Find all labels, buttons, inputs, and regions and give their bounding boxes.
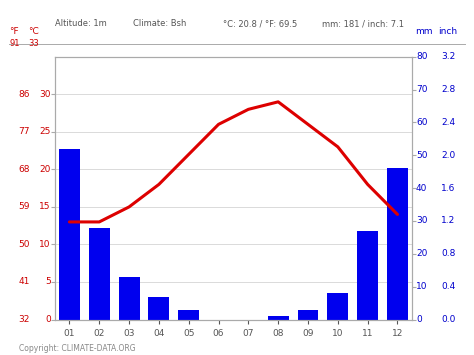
- Bar: [118, 277, 139, 320]
- Text: mm: 181 / inch: 7.1: mm: 181 / inch: 7.1: [322, 20, 404, 28]
- Text: °F: °F: [9, 27, 19, 36]
- Bar: [178, 310, 199, 320]
- Bar: [387, 168, 408, 320]
- Text: 30: 30: [416, 217, 428, 225]
- Bar: [357, 231, 378, 320]
- Text: 30: 30: [39, 90, 51, 99]
- Text: 50: 50: [416, 151, 428, 160]
- Text: 70: 70: [416, 85, 428, 94]
- Text: 2.0: 2.0: [441, 151, 455, 160]
- Text: 3.2: 3.2: [441, 52, 455, 61]
- Text: 20: 20: [39, 165, 51, 174]
- Text: mm: mm: [415, 27, 432, 36]
- Text: °C: °C: [28, 27, 39, 36]
- Text: 33: 33: [28, 39, 39, 48]
- Text: 20: 20: [416, 249, 428, 258]
- Text: 91: 91: [9, 39, 20, 48]
- Text: 32: 32: [18, 315, 29, 324]
- Text: 60: 60: [416, 118, 428, 127]
- Text: 15: 15: [39, 202, 51, 212]
- Text: 77: 77: [18, 127, 29, 136]
- Text: 0: 0: [416, 315, 422, 324]
- Text: 0.4: 0.4: [441, 282, 455, 291]
- Text: inch: inch: [438, 27, 457, 36]
- Text: 50: 50: [18, 240, 29, 249]
- Text: 68: 68: [18, 165, 29, 174]
- Text: 5: 5: [45, 278, 51, 286]
- Text: 59: 59: [18, 202, 29, 212]
- Text: Climate: Bsh: Climate: Bsh: [133, 20, 186, 28]
- Bar: [59, 149, 80, 320]
- Text: °C: 20.8 / °F: 69.5: °C: 20.8 / °F: 69.5: [223, 20, 297, 28]
- Text: 0: 0: [45, 315, 51, 324]
- Bar: [298, 310, 319, 320]
- Text: 0.0: 0.0: [441, 315, 456, 324]
- Text: 0.8: 0.8: [441, 249, 456, 258]
- Text: 2.4: 2.4: [441, 118, 455, 127]
- Text: 1.2: 1.2: [441, 217, 455, 225]
- Text: 41: 41: [18, 278, 29, 286]
- Text: 1.6: 1.6: [441, 184, 456, 193]
- Text: Altitude: 1m: Altitude: 1m: [55, 20, 106, 28]
- Text: 80: 80: [416, 52, 428, 61]
- Text: 10: 10: [416, 282, 428, 291]
- Bar: [89, 228, 109, 320]
- Text: 86: 86: [18, 90, 29, 99]
- Text: Copyright: CLIMATE-DATA.ORG: Copyright: CLIMATE-DATA.ORG: [19, 344, 136, 354]
- Bar: [328, 293, 348, 320]
- Bar: [148, 296, 169, 320]
- Text: 10: 10: [39, 240, 51, 249]
- Text: 40: 40: [416, 184, 428, 193]
- Text: 2.8: 2.8: [441, 85, 455, 94]
- Text: 25: 25: [39, 127, 51, 136]
- Bar: [268, 316, 289, 320]
